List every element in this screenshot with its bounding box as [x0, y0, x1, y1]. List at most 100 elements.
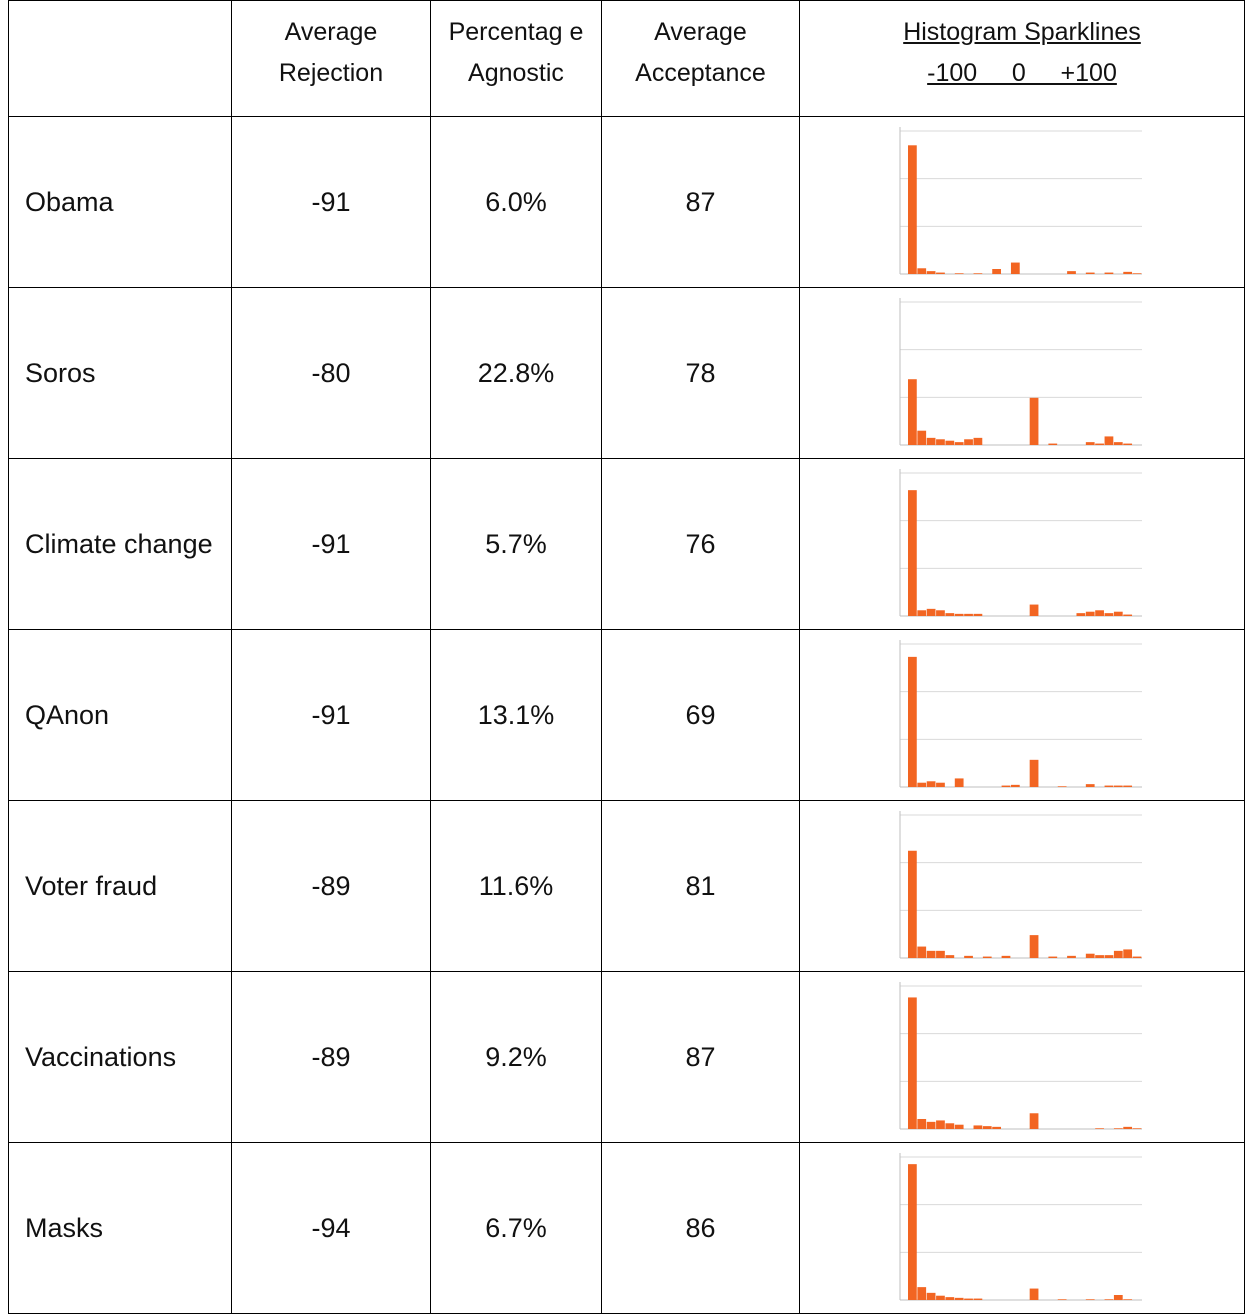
histogram-bar	[982, 1126, 992, 1129]
histogram-bar	[1123, 1299, 1133, 1300]
sparkline-cell	[799, 971, 1245, 1143]
histogram-bar	[1010, 262, 1020, 274]
survey-results-table: Average Rejection Percentag e Agnostic A…	[8, 0, 1245, 1314]
agnostic-cell: 5.7%	[430, 458, 602, 630]
agnostic-cell: 13.1%	[430, 629, 602, 801]
agnostic-cell: 9.2%	[430, 971, 602, 1143]
histogram-bar	[936, 610, 945, 616]
sparkline-cell	[799, 116, 1245, 288]
header-average-rejection-label: Average Rejection	[278, 18, 384, 87]
histogram-bar	[1113, 785, 1123, 787]
topic-cell: Masks	[8, 1142, 232, 1314]
histogram-bar	[1095, 1128, 1104, 1129]
histogram-bar	[992, 269, 1001, 275]
histogram-bar	[973, 613, 983, 616]
acceptance-cell: 87	[601, 116, 800, 288]
histogram-bar	[1113, 950, 1123, 958]
agnostic-cell: 6.0%	[430, 116, 602, 288]
histogram-bar	[1104, 272, 1114, 274]
histogram-bar	[1132, 273, 1142, 274]
histogram-bar	[917, 1287, 927, 1300]
histogram-bar	[1029, 935, 1039, 958]
histogram-bar	[964, 1298, 973, 1300]
histogram-bar	[945, 955, 955, 958]
table-row: QAnon -91 13.1% 69	[8, 629, 1245, 801]
histogram-bar	[926, 950, 936, 958]
sparkline-cell	[799, 458, 1245, 630]
header-sparklines-title: Histogram Sparklines	[903, 18, 1141, 46]
header-average-rejection: Average Rejection	[231, 0, 431, 117]
rejection-cell: -91	[231, 458, 431, 630]
header-average-acceptance: Average Acceptance	[601, 0, 800, 117]
table-row: Climate change -91 5.7% 76	[8, 458, 1245, 630]
header-percentage-agnostic-label: Percentag e Agnostic	[448, 18, 584, 87]
histogram-bar	[1123, 785, 1133, 787]
histogram-bar	[964, 955, 973, 958]
header-histogram-sparklines: Histogram Sparklines -100 0 +100	[799, 0, 1245, 117]
table-row: Voter fraud -89 11.6% 81	[8, 800, 1245, 972]
histogram-bar	[1048, 956, 1058, 958]
histogram-bar	[1104, 955, 1114, 958]
histogram-bar	[908, 490, 917, 616]
histogram-bar	[926, 608, 936, 616]
histogram-bar	[973, 273, 983, 274]
histogram-bar	[936, 782, 945, 787]
rejection-cell: -89	[231, 971, 431, 1143]
histogram-bar	[982, 956, 992, 958]
histogram-bar	[1029, 604, 1039, 616]
topic-cell: Obama	[8, 116, 232, 288]
acceptance-cell: 87	[601, 971, 800, 1143]
rejection-cell: -89	[231, 800, 431, 972]
histogram-bar	[954, 1297, 964, 1300]
histogram-bar	[1104, 613, 1114, 616]
histogram-bar	[1029, 1113, 1039, 1129]
histogram-bar	[1029, 397, 1039, 445]
histogram-bar	[1076, 613, 1086, 616]
topic-cell: Climate change	[8, 458, 232, 630]
topic-cell: QAnon	[8, 629, 232, 801]
header-row: Average Rejection Percentag e Agnostic A…	[8, 0, 1245, 117]
acceptance-cell: 76	[601, 458, 800, 630]
histogram-bar	[1010, 784, 1020, 787]
histogram-bar	[973, 437, 983, 445]
histogram-bar	[1085, 784, 1095, 787]
histogram-bar	[1113, 611, 1123, 616]
histogram-bar	[926, 437, 936, 445]
histogram-bar	[1057, 786, 1067, 787]
histogram-bar	[954, 273, 964, 274]
histogram-bar	[908, 145, 917, 274]
histogram-bar	[1001, 785, 1011, 787]
acceptance-cell: 69	[601, 629, 800, 801]
histogram-bar	[908, 997, 917, 1129]
histogram-bar	[1123, 614, 1133, 616]
histogram-bar	[1113, 1128, 1123, 1129]
table-row: Obama -91 6.0% 87	[8, 116, 1245, 288]
topic-cell: Soros	[8, 287, 232, 459]
sparkline-cell	[799, 800, 1245, 972]
histogram-sparkline	[899, 982, 1142, 1130]
histogram-bar	[917, 946, 927, 958]
histogram-bar	[936, 439, 945, 445]
histogram-bar	[1123, 271, 1133, 274]
topic-cell: Vaccinations	[8, 971, 232, 1143]
histogram-bar	[945, 440, 955, 445]
histogram-bar	[1104, 785, 1114, 787]
histogram-bar	[908, 850, 917, 958]
sparkline-cell	[799, 287, 1245, 459]
histogram-bar	[1113, 442, 1123, 445]
histogram-sparkline	[899, 469, 1142, 617]
acceptance-cell: 78	[601, 287, 800, 459]
histogram-bar	[1085, 953, 1095, 958]
rejection-cell: -80	[231, 287, 431, 459]
histogram-bar	[945, 613, 955, 616]
histogram-bar	[1095, 955, 1104, 958]
histogram-sparkline	[899, 640, 1142, 788]
histogram-bar	[917, 610, 927, 616]
histogram-bar	[1123, 1126, 1133, 1129]
histogram-bar	[1067, 955, 1076, 958]
histogram-sparkline	[899, 127, 1142, 275]
histogram-bar	[945, 1123, 955, 1129]
histogram-bar	[936, 1120, 945, 1129]
rejection-cell: -91	[231, 629, 431, 801]
histogram-bar	[1085, 272, 1095, 274]
